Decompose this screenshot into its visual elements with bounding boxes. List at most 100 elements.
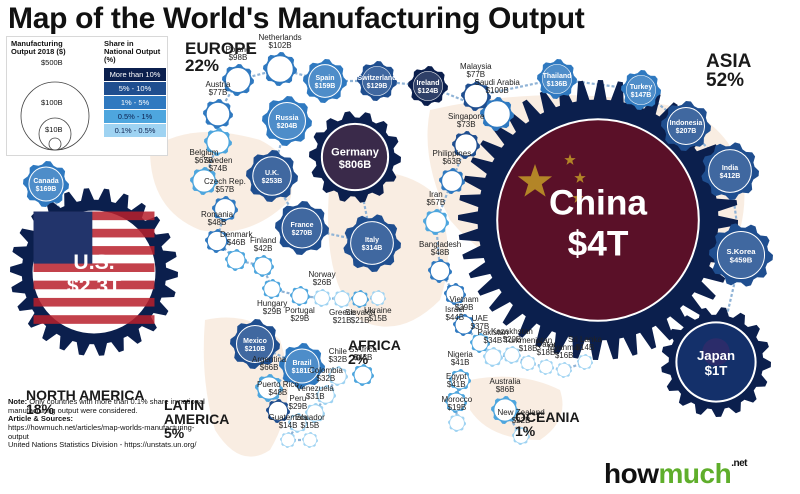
country-name: Bangladesh [419,240,462,249]
country-value: $77B [466,70,486,80]
gear-value-label: $207B [676,128,697,135]
country-value: $57B [215,185,235,195]
gear-name-label: U.S. [73,251,114,274]
gear-bangladesh [428,259,452,283]
country-name: Denmark [220,230,253,239]
country-value: $21B [332,316,352,326]
country-name: Peru [289,394,307,403]
country-name: Sri Lanka [568,335,602,344]
gear-poland [222,64,254,96]
country-label: Peru $29B [289,394,308,412]
country-label: Australia $86B [490,377,521,395]
gear-value-label: $4T [568,224,629,263]
country-value: $14B [575,343,595,353]
country-label: Venezuela $31B [297,384,334,402]
gear-value-label: $459B [730,256,753,265]
gear-hungary [262,279,282,299]
country-name: Myanmar [547,343,581,352]
gear-indonesia: Indonesia$207B [661,101,711,151]
country-name: Israel [445,305,465,314]
country-name: Morocco [441,395,473,404]
gear-belgium [190,167,218,195]
gear-value-label: $253B [262,178,283,185]
country-value: $19B [447,403,467,413]
gear-name-label: Indonesia [670,120,703,127]
gear-sweden [204,128,232,156]
gear-australia [491,396,519,424]
gear-argentina [255,374,283,402]
country-name: Sweden [203,156,233,165]
gear-value-label: $2.3T [67,275,121,298]
country-name: Greece [329,308,356,317]
country-name: Saudi Arabia [474,78,520,87]
chain-link [563,360,586,372]
region-latin-america: LATIN AMERICA 5% [164,397,230,441]
gear-germany: Germany$806B [309,111,401,203]
country-label: Philippines $63B [433,149,472,167]
country-name: Romania [201,210,234,219]
country-label: Slovakia $21B [345,308,376,326]
country-label: Colombia $32B [309,366,343,384]
country-name: S.Africa [349,345,378,354]
gear-brazil: Brazil$181B [279,343,325,389]
country-name: Pakistan [477,328,509,337]
gear-value-label: $412B [720,173,741,180]
country-value: $15B [300,421,320,431]
country-label: Vietnam $39B [449,295,479,313]
country-name: New Zealand [497,408,545,417]
country-value: $31B [305,392,325,402]
legend-share-4: 0.1% - 0.5% [104,124,166,137]
gear-norway [313,289,331,307]
gear-name-label: Russia [276,115,299,122]
country-label: Israel $44B [445,305,465,323]
country-value: $43B [353,353,373,363]
country-label: Pakistan $34B [477,328,509,346]
gear-spain: Spain$159B [303,59,347,103]
gear-netherlands [263,52,297,86]
gear-canada: Canada$169B [23,161,69,207]
gear-saudi-arabia [480,97,514,131]
country-name: Portugal [285,306,315,315]
gear-uae [470,333,490,353]
gear-value-label: $181B [292,368,313,375]
gear-name-label: France [291,222,314,229]
gear-switzerland: Switzerland$129B [357,61,397,101]
country-name: Poland [225,45,251,54]
country-name: UAE [471,314,489,323]
gear-philippines [439,168,465,194]
country-label: Qatar $18B [536,340,556,358]
country-name: Malaysia [460,62,492,71]
country-label: New Zealand $22B [497,408,545,426]
country-label: Ecuador $15B [295,413,325,431]
country-name: Slovakia [345,308,376,317]
gear-qatar [538,359,554,375]
country-name: Vietnam [449,295,479,304]
country-value: $41B [446,380,466,390]
country-label: S.Africa $43B [349,345,378,363]
gear-value-label: $806B [339,159,371,171]
logo: howmuch.net [604,458,747,489]
country-value: $77B [208,88,228,98]
country-label: Romania $48B [201,210,234,228]
gear-portugal [290,286,310,306]
country-name: Egypt [446,372,467,381]
gear-name-label: Ireland [417,80,440,87]
country-value: $41B [450,358,470,368]
gear-value-label: $1T [705,363,728,378]
country-label: Puerto Rico $48B [257,380,299,398]
gear-name-label: Mexico [243,338,267,345]
gear-austria [203,99,233,129]
country-value: $21B [350,316,370,326]
legend-size-500: $500B [41,58,63,67]
country-name: Belgium [189,148,219,157]
country-value: $48B [430,248,450,258]
gear-name-label: S.Korea [726,247,756,256]
gear-israel [444,283,466,305]
gear-iran [423,209,449,235]
country-label: Finland $42B [250,236,276,254]
country-label: Saudi Arabia $100B [474,78,520,96]
gear-vietnam [453,314,475,336]
country-name: Ukraine [364,306,392,315]
note-text: Only countries with more than 0.1% share… [8,397,205,415]
